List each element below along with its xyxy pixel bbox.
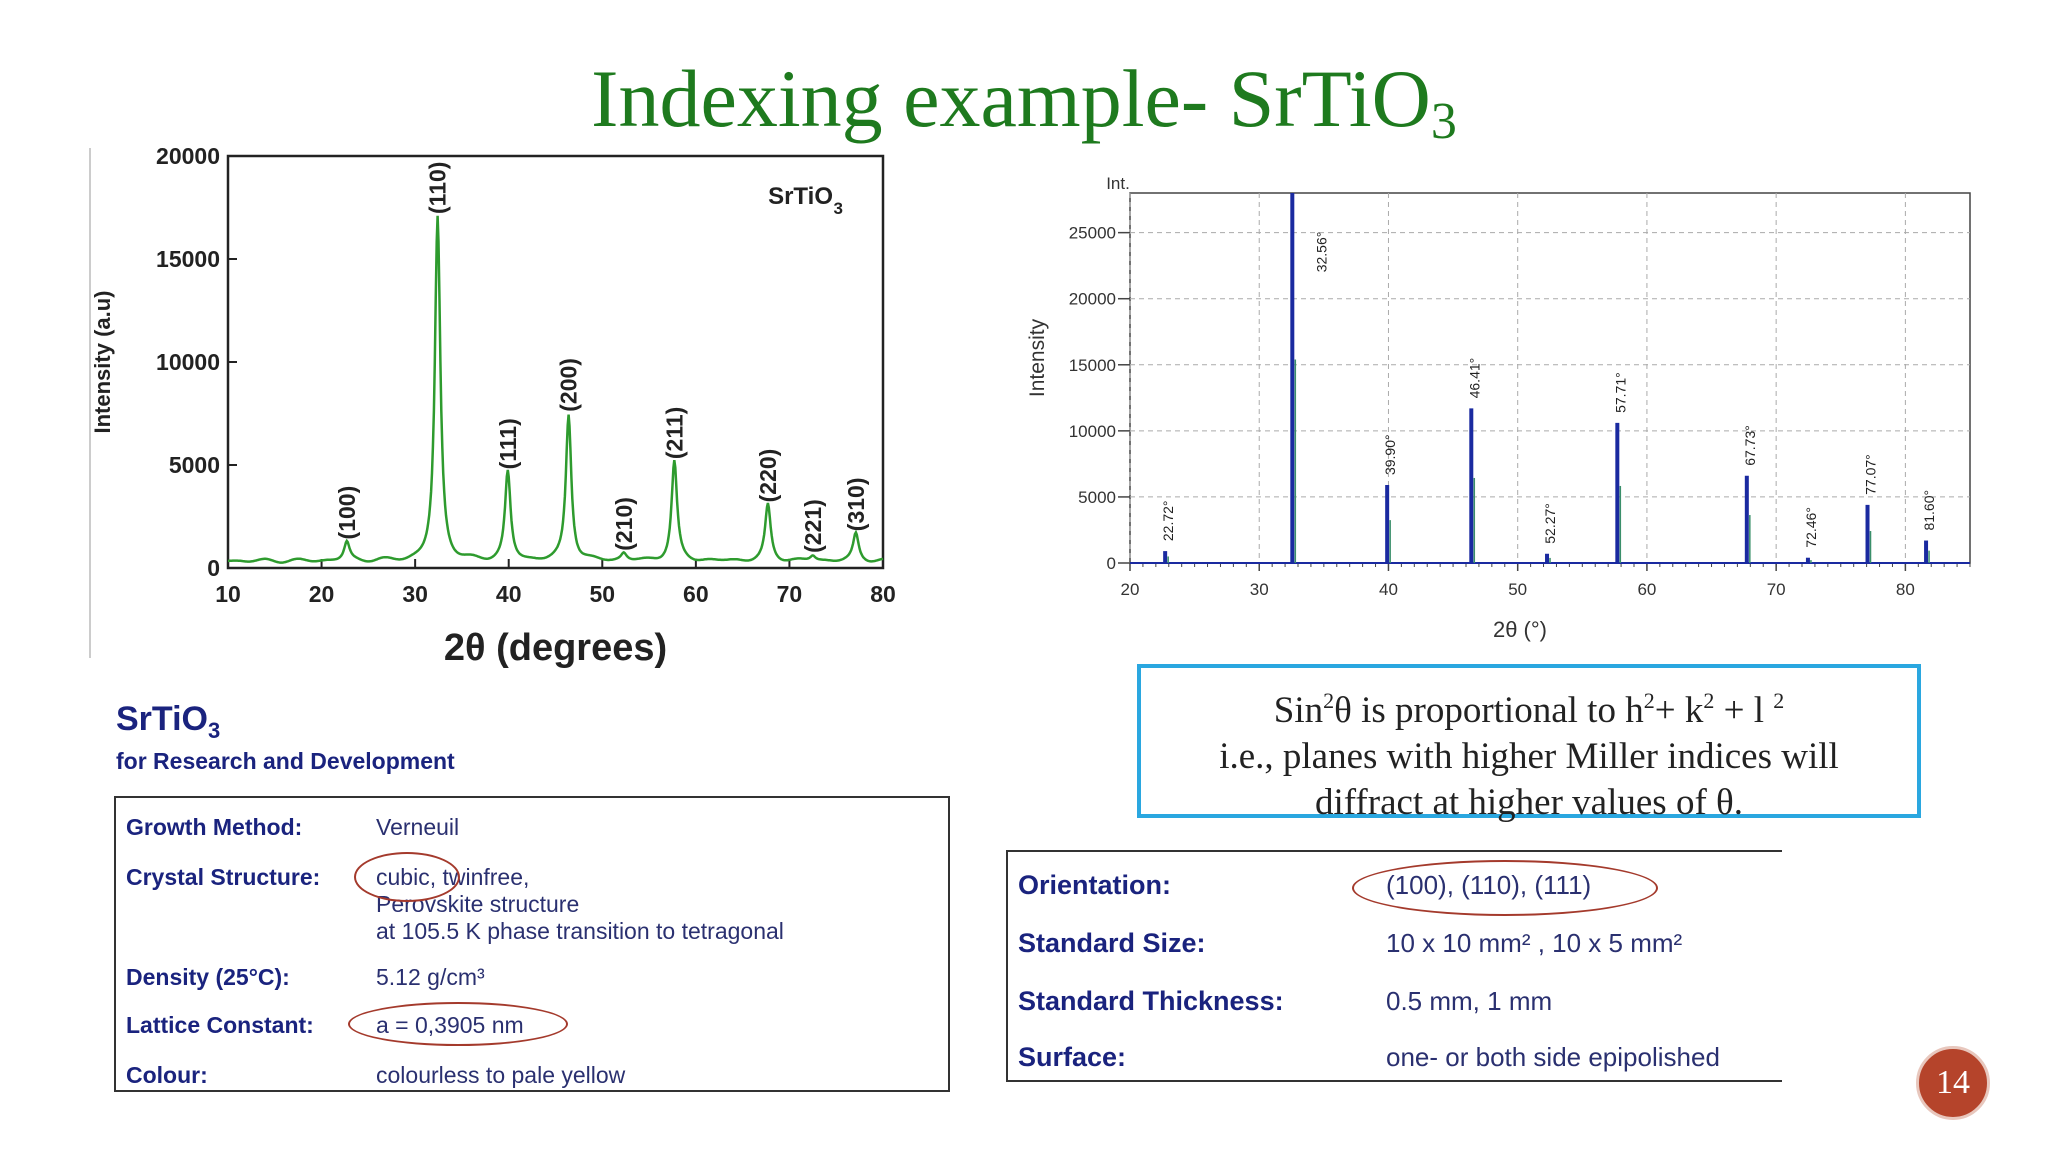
cubic-highlight	[354, 852, 460, 902]
note-line-2: i.e., planes with higher Miller indices …	[1219, 736, 1839, 777]
surface-value: one- or both side epipolished	[1386, 1042, 1720, 1072]
indexed-peak-chart: 20 30 40 50 60 70 80 0 5000 10000 15000 20000 25000 I…	[1026, 174, 1971, 642]
peak-label: 57.71°	[1612, 372, 1628, 413]
crystal-structure-value-3: at 105.5 K phase transition to tetragona…	[376, 918, 784, 944]
y-tick-label: 15000	[156, 246, 220, 272]
peak-label: 72.46°	[1803, 507, 1819, 548]
proportionality-note: Sin2θ is proportional to h2+ k2 + l 2 i.…	[1137, 664, 1921, 823]
note-line-1: Sin2θ is proportional to h2+ k2 + l 2	[1273, 688, 1785, 731]
x-tick-label: 60	[1637, 580, 1656, 599]
peak-label: 81.60°	[1921, 490, 1937, 531]
y-tick-label: 0	[1107, 554, 1116, 573]
y-tick-label: 10000	[156, 349, 220, 375]
y-tick-label: 5000	[169, 452, 220, 478]
x-tick-label: 70	[777, 581, 803, 607]
x-tick-label: 30	[1250, 580, 1269, 599]
x-axis-label: 2θ (degrees)	[444, 627, 667, 668]
lattice-constant-label: Lattice Constant:	[126, 1012, 314, 1038]
peak-label: 39.90°	[1382, 434, 1398, 475]
lattice-constant-highlight	[348, 1002, 568, 1046]
y-tick-label: 0	[207, 555, 220, 581]
y-axis-label: Intensity (a.u)	[90, 290, 115, 433]
standard-size-label: Standard Size:	[1018, 928, 1206, 958]
peak-label: 22.72°	[1160, 500, 1176, 541]
peak-label: (220)	[755, 449, 781, 503]
peak-label: (110)	[425, 162, 451, 214]
y-axis-label: Intensity	[1026, 318, 1049, 397]
x-tick-label: 80	[1896, 580, 1915, 599]
peak-label: (211)	[661, 407, 687, 459]
peak-label: (111)	[495, 418, 521, 469]
spec-subtitle: for Research and Development	[116, 747, 455, 774]
spec-heading: SrTiO3 for Research and Development	[116, 700, 455, 775]
x-tick-label: 30	[402, 581, 428, 607]
peak-label: (221)	[800, 499, 826, 553]
y-axis-top-label: Int.	[1106, 174, 1130, 193]
density-label: Density (25°C):	[126, 964, 290, 990]
x-tick-label: 40	[1379, 580, 1398, 599]
page-number-badge: 14	[1916, 1046, 1990, 1120]
surface-label: Surface:	[1018, 1042, 1127, 1072]
y-tick-label: 15000	[1069, 356, 1116, 375]
peak-label: 32.56°	[1313, 232, 1329, 273]
x-tick-label: 20	[1121, 580, 1140, 599]
y-tick-label: 25000	[1069, 224, 1116, 243]
orientation-highlight	[1352, 860, 1658, 916]
chart-title-subscript: 3	[834, 199, 843, 218]
peak-label: 52.27°	[1542, 503, 1558, 544]
peak-label: (200)	[556, 358, 582, 412]
x-tick-label: 50	[589, 581, 615, 607]
crystal-structure-label: Crystal Structure:	[126, 864, 321, 890]
x-tick-label: 60	[683, 581, 709, 607]
x-tick-label: 10	[215, 581, 241, 607]
xrd-pattern-chart: 10 20 30 40 50 60 70 80 0 5000 10000 15000 20000 2θ (…	[89, 148, 896, 668]
x-axis-label: 2θ (°)	[1493, 617, 1547, 642]
x-tick-label: 80	[870, 581, 896, 607]
peak-label: (210)	[611, 497, 637, 551]
xrd-pattern-line	[228, 215, 884, 564]
density-value: 5.12 g/cm³	[376, 964, 485, 990]
peak-label: 77.07°	[1863, 454, 1879, 495]
y-tick-label: 10000	[1069, 422, 1116, 441]
slide-title: Indexing example- SrTiO3	[591, 53, 1457, 150]
y-tick-label: 20000	[1069, 290, 1116, 309]
note-line-3: diffract at higher values of θ.	[1315, 782, 1743, 823]
spec-table: Growth Method: Verneuil Crystal Structur…	[114, 796, 950, 1092]
standard-size-value: 10 x 10 mm² , 10 x 5 mm²	[1386, 928, 1683, 958]
x-tick-label: 50	[1508, 580, 1527, 599]
colour-label: Colour:	[126, 1062, 208, 1088]
x-tick-label: 70	[1767, 580, 1786, 599]
standard-thickness-label: Standard Thickness:	[1018, 986, 1284, 1016]
x-tick-label: 40	[496, 581, 522, 607]
standard-thickness-value: 0.5 mm, 1 mm	[1386, 986, 1553, 1016]
growth-method-label: Growth Method:	[126, 814, 303, 840]
y-tick-label: 5000	[1078, 488, 1116, 507]
spec-table-2: Orientation: (100), (110), (111) Standar…	[1006, 850, 1782, 1082]
growth-method-value: Verneuil	[376, 814, 460, 840]
peak-label: 67.73°	[1742, 425, 1758, 466]
chart-title: SrTiO	[768, 183, 833, 210]
spec-title: SrTiO3	[116, 700, 221, 743]
y-tick-label: 20000	[156, 148, 220, 169]
peak-label: 46.41°	[1466, 358, 1482, 399]
orientation-label: Orientation:	[1018, 870, 1171, 900]
colour-value: colourless to pale yellow	[376, 1062, 626, 1088]
peak-label: (100)	[334, 486, 360, 540]
x-tick-label: 20	[309, 581, 335, 607]
peak-label: (310)	[843, 478, 869, 532]
